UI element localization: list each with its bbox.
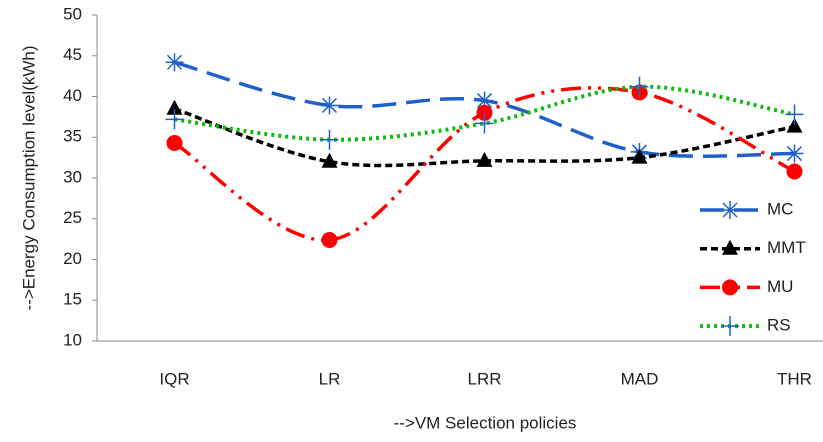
legend-label: MU bbox=[767, 277, 793, 296]
y-tick-label: 20 bbox=[63, 249, 82, 268]
marker bbox=[722, 239, 738, 255]
y-tick-label: 40 bbox=[63, 86, 82, 105]
marker-shape bbox=[786, 117, 803, 133]
marker bbox=[321, 152, 338, 168]
marker-shape bbox=[722, 279, 738, 296]
y-tick-label: 50 bbox=[63, 4, 82, 23]
marker bbox=[320, 96, 339, 115]
marker-shape bbox=[166, 134, 183, 151]
legend-label: MMT bbox=[767, 238, 806, 257]
x-axis-title: -->VM Selection policies bbox=[394, 413, 577, 432]
marker bbox=[785, 104, 804, 125]
marker bbox=[321, 231, 338, 248]
y-tick-label: 25 bbox=[63, 208, 82, 227]
marker bbox=[721, 201, 739, 219]
y-tick-label: 30 bbox=[63, 167, 82, 186]
marker bbox=[166, 134, 183, 151]
marker bbox=[165, 53, 184, 72]
y-axis-title: -->Energy Consumption level(kWh) bbox=[19, 45, 38, 310]
marker-stroke bbox=[786, 146, 803, 162]
marker bbox=[722, 279, 738, 296]
marker bbox=[786, 117, 803, 133]
marker bbox=[476, 104, 493, 121]
marker-stroke bbox=[321, 97, 338, 113]
marker bbox=[320, 129, 339, 150]
marker bbox=[475, 113, 494, 134]
y-tick-label: 10 bbox=[63, 330, 82, 349]
marker bbox=[165, 109, 184, 130]
marker-shape bbox=[321, 152, 338, 168]
x-tick-label: IQR bbox=[159, 369, 189, 388]
y-tick-label: 45 bbox=[63, 45, 82, 64]
y-tick-label: 15 bbox=[63, 290, 82, 309]
marker bbox=[721, 316, 739, 337]
marker-shape bbox=[166, 99, 183, 115]
marker-shape bbox=[476, 151, 493, 167]
marker bbox=[786, 163, 803, 180]
marker-shape bbox=[631, 148, 648, 164]
marker bbox=[631, 148, 648, 164]
marker bbox=[166, 99, 183, 115]
marker-shape bbox=[722, 239, 738, 255]
x-tick-label: THR bbox=[777, 369, 812, 388]
x-tick-label: MAD bbox=[621, 369, 659, 388]
marker-stroke bbox=[722, 202, 738, 218]
x-tick-label: LRR bbox=[467, 369, 501, 388]
marker-stroke bbox=[166, 54, 183, 70]
marker bbox=[476, 151, 493, 167]
marker bbox=[785, 144, 804, 163]
marker bbox=[630, 76, 649, 97]
marker-stroke bbox=[476, 93, 493, 109]
y-tick-label: 35 bbox=[63, 127, 82, 146]
legend-label: MC bbox=[767, 199, 793, 218]
series-line bbox=[174, 84, 795, 142]
legend-label: RS bbox=[767, 316, 791, 335]
marker-shape bbox=[321, 231, 338, 248]
x-tick-label: LR bbox=[319, 369, 341, 388]
marker-shape bbox=[476, 104, 493, 121]
marker-shape bbox=[786, 163, 803, 180]
